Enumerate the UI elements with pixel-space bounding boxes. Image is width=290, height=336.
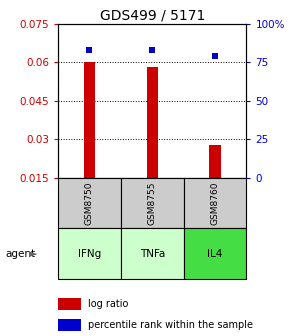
Bar [184,228,246,279]
Point [87,47,92,52]
Text: GSM8760: GSM8760 [211,181,220,225]
Title: GDS499 / 5171: GDS499 / 5171 [99,8,205,23]
Text: log ratio: log ratio [88,299,128,309]
Text: IFNg: IFNg [78,249,101,259]
Text: GSM8750: GSM8750 [85,181,94,225]
Bar [58,228,121,279]
Text: TNFa: TNFa [139,249,165,259]
Text: GSM8755: GSM8755 [148,181,157,225]
Point [213,53,218,59]
Bar [209,144,221,178]
Bar [121,178,184,228]
Bar [58,319,81,331]
Text: agent: agent [6,249,36,259]
Text: IL4: IL4 [207,249,223,259]
Point [150,47,155,52]
Bar [121,228,184,279]
Bar [184,178,246,228]
Bar [146,67,158,178]
Bar [58,298,81,310]
Bar [58,178,121,228]
Bar [84,62,95,178]
Text: percentile rank within the sample: percentile rank within the sample [88,320,253,330]
Text: ►: ► [29,249,38,259]
